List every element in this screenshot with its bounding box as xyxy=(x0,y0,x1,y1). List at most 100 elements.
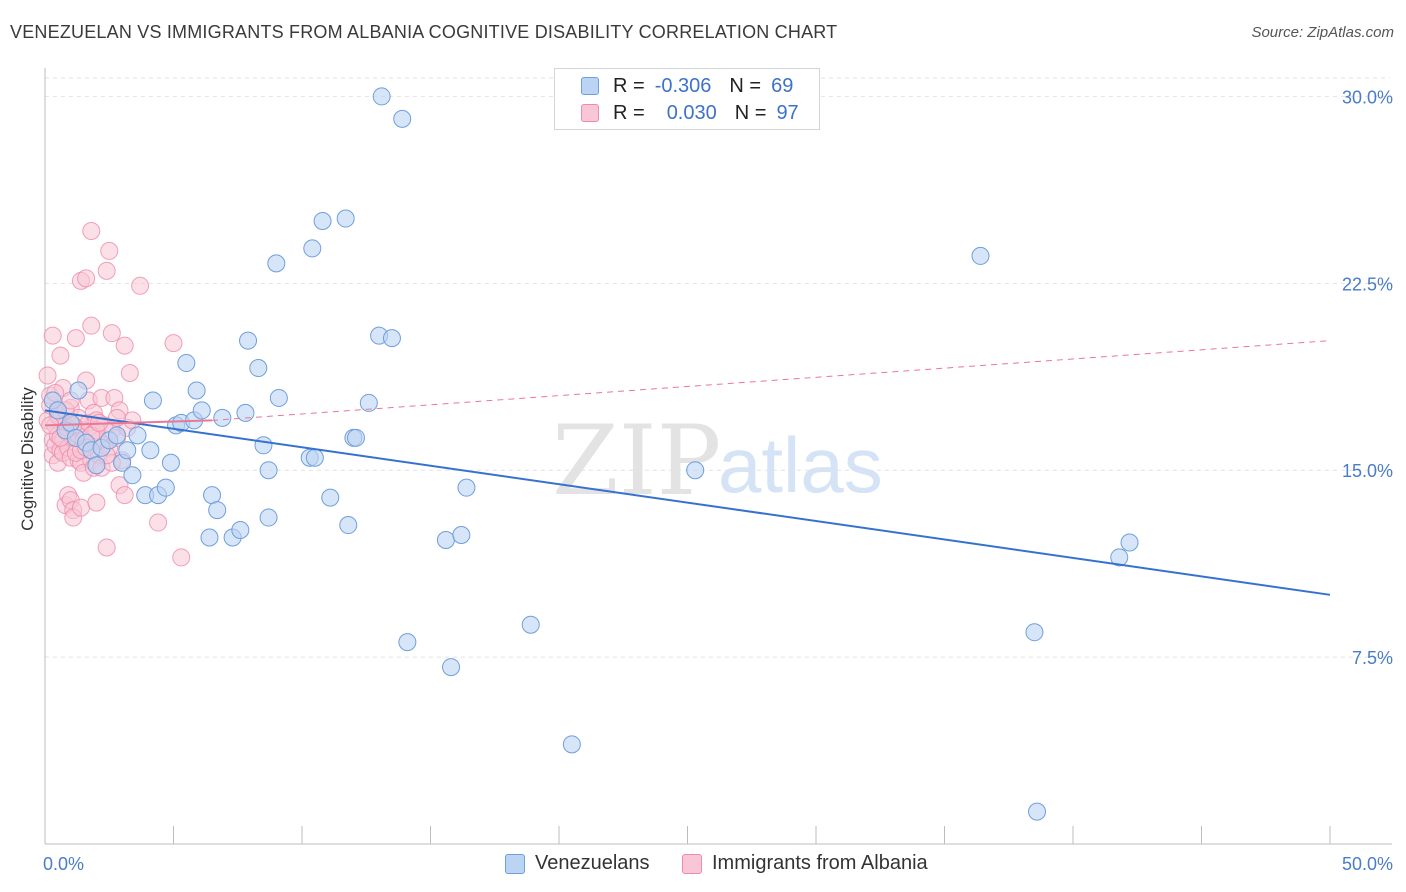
albania-point xyxy=(38,366,57,385)
y-tick-label: 7.5% xyxy=(1352,648,1393,668)
venezuelan-point xyxy=(249,359,268,378)
watermark-atlas: atlas xyxy=(718,421,883,509)
albania-point xyxy=(131,276,150,295)
venezuelan-point xyxy=(107,426,126,445)
venezuelan-point xyxy=(203,486,222,505)
venezuelan-point xyxy=(521,615,540,634)
venezuelan-point xyxy=(436,530,455,549)
venezuelan-point xyxy=(69,381,88,400)
albania-point xyxy=(77,269,96,288)
series-legend: Venezuelans Immigrants from Albania xyxy=(0,852,1406,878)
x-tick-label: 0.0% xyxy=(43,854,84,874)
venezuelan-point xyxy=(231,521,250,540)
venezuelan-point xyxy=(161,453,180,472)
venezuelan-point xyxy=(398,633,417,652)
albania-point xyxy=(51,346,70,365)
venezuelan-point xyxy=(303,239,322,258)
albania-point xyxy=(123,411,142,430)
x-tick-label: 50.0% xyxy=(1342,854,1393,874)
venezuelan-point xyxy=(239,331,258,350)
albania-point xyxy=(43,326,62,345)
venezuelan-point xyxy=(562,735,581,754)
albania-point xyxy=(82,221,101,240)
venezuelan-point xyxy=(156,478,175,497)
venezuelan-point xyxy=(123,466,142,485)
venezuelan-point xyxy=(1025,623,1044,642)
venezuelan-point xyxy=(971,246,990,265)
venezuelan-point xyxy=(267,254,286,273)
n-label: N = xyxy=(729,74,762,97)
venezuelan-point xyxy=(61,413,80,432)
albania-point xyxy=(97,261,116,280)
albania-point xyxy=(82,316,101,335)
venezuelan-point xyxy=(359,393,378,412)
venezuelan-point xyxy=(259,508,278,527)
venezuelan-point xyxy=(442,658,461,677)
albania-point xyxy=(71,498,90,517)
legend-label: Immigrants from Albania xyxy=(712,852,928,874)
albania-trend-extension xyxy=(212,340,1331,421)
source-credit: Source: ZipAtlas.com xyxy=(1251,24,1394,41)
venezuelan-point xyxy=(187,381,206,400)
albania-point xyxy=(149,513,168,532)
venezuelan-point xyxy=(321,488,340,507)
venezuelan-point xyxy=(1120,533,1139,552)
venezuelan-point xyxy=(213,408,232,427)
albania-trend-line xyxy=(44,419,213,427)
n-value: 69 xyxy=(771,74,794,97)
venezuelan-point xyxy=(336,209,355,228)
venezuelan-point xyxy=(346,428,365,447)
venezuelan-point xyxy=(87,456,106,475)
venezuelan-point xyxy=(382,329,401,348)
albania-swatch xyxy=(581,104,599,122)
r-value: -0.306 xyxy=(654,74,712,97)
venezuelan-point xyxy=(192,401,211,420)
y-axis-label: Cognitive Disability xyxy=(18,387,37,531)
venezuelan-point xyxy=(313,212,332,231)
venezuelan-point xyxy=(269,388,288,407)
venezuelan-point xyxy=(141,441,160,460)
watermark-zip: ZIP xyxy=(552,405,721,517)
albania-point xyxy=(87,493,106,512)
albania-point xyxy=(102,324,121,343)
albania-swatch xyxy=(682,853,702,874)
venezuelan-point xyxy=(1028,802,1047,821)
legend-row-venezuelans: R = -0.306 N = 69 xyxy=(581,74,793,98)
albania-point xyxy=(97,538,116,557)
n-label: N = xyxy=(734,101,767,124)
albania-point xyxy=(120,364,139,383)
watermark: ZIP atlas xyxy=(552,405,883,517)
legend-item-albania[interactable]: Immigrants from Albania xyxy=(682,852,928,875)
legend-label: Venezuelans xyxy=(535,852,650,874)
stats-legend: R = -0.306 N = 69 R = 0.030 N = 97 xyxy=(554,68,820,130)
venezuelan-point xyxy=(128,426,147,445)
venezuelan-point xyxy=(372,87,391,106)
legend-item-venezuelans[interactable]: Venezuelans xyxy=(505,852,650,875)
albania-point xyxy=(164,334,183,353)
venezuelan-point xyxy=(686,461,705,480)
venezuelan-point xyxy=(1110,548,1129,567)
venezuelan-point xyxy=(208,501,227,520)
y-tick-label: 22.5% xyxy=(1342,274,1393,294)
venezuelan-point xyxy=(457,478,476,497)
chart-title: VENEZUELAN VS IMMIGRANTS FROM ALBANIA CO… xyxy=(10,22,838,42)
n-value: 97 xyxy=(776,101,799,124)
venezuelan-point xyxy=(236,403,255,422)
albania-point xyxy=(172,548,191,567)
y-tick-label: 15.0% xyxy=(1342,461,1393,481)
r-label: R = xyxy=(613,101,645,124)
venezuelan-point xyxy=(393,109,412,128)
albania-point xyxy=(66,329,85,348)
venezuelan-point xyxy=(200,528,219,547)
y-tick-label: 30.0% xyxy=(1342,87,1393,107)
venezuelan-point xyxy=(339,516,358,535)
venezuelan-point xyxy=(305,448,324,467)
venezuelans-swatch xyxy=(581,77,599,95)
venezuelans-trend-line xyxy=(44,409,1331,596)
albania-point xyxy=(100,241,119,260)
venezuelan-point xyxy=(452,526,471,545)
albania-point xyxy=(115,486,134,505)
venezuelan-point xyxy=(177,354,196,373)
legend-row-albania: R = 0.030 N = 97 xyxy=(581,101,799,125)
